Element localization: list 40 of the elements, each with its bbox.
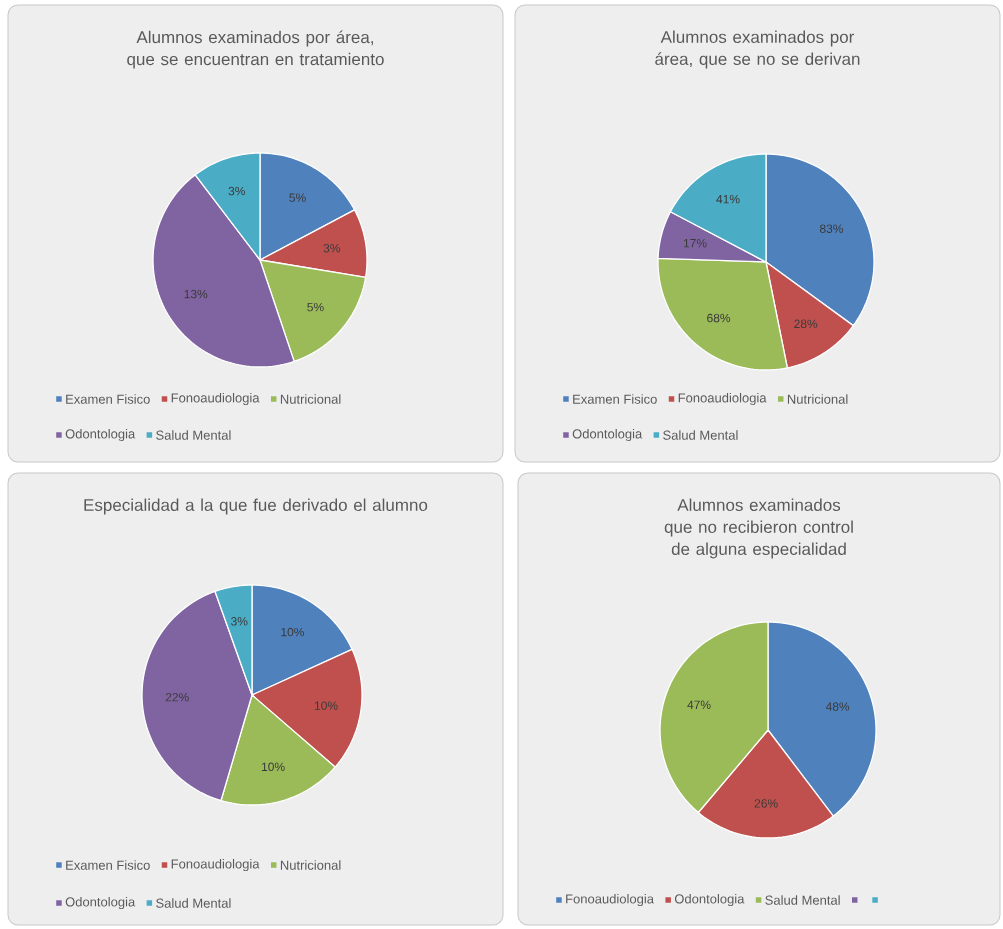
legend-label: Salud Mental <box>663 430 738 440</box>
data-label: 68% <box>707 313 731 323</box>
data-label: 5% <box>289 193 306 202</box>
legend-label: Examen Fisico <box>573 394 657 404</box>
legend-label: Examen Fisico <box>66 860 150 870</box>
data-label: 3% <box>231 617 248 626</box>
data-label: 83% <box>819 224 844 233</box>
legend-label: Nutricional <box>787 394 848 404</box>
legend-label: Fonoaudiologia <box>678 392 767 406</box>
data-label: 17% <box>683 239 707 248</box>
legend-label: Fonoaudiologia <box>171 858 260 872</box>
legend-label: Odontologia <box>674 893 745 907</box>
legend-label: Nutricional <box>280 394 341 404</box>
data-label: 10% <box>281 627 305 637</box>
legend-label: Fonoaudiologia <box>566 893 654 907</box>
legend-label: Odontologia <box>65 428 136 442</box>
data-label: 5% <box>307 302 324 312</box>
legend-label: Odontologia <box>65 896 136 910</box>
data-label: 13% <box>184 289 208 299</box>
data-label: 22% <box>165 692 189 702</box>
legend-label: Fonoaudiologia <box>171 392 260 406</box>
legend-label: Salud Mental <box>156 430 231 440</box>
data-label: 26% <box>754 799 778 808</box>
data-label: 48% <box>825 702 850 711</box>
chart-title: Especialidad a la que fue derivado el alumno <box>84 498 428 515</box>
data-label: 3% <box>228 186 246 196</box>
data-label: 41% <box>716 194 740 204</box>
chart-title: Alumnos examinados por área, que se encuentran en tratamiento <box>127 30 384 69</box>
data-label: 10% <box>314 701 338 710</box>
legend-label: Salud Mental <box>156 898 231 908</box>
chart-title: Alumnos examinados por área, que se no se derivan <box>655 30 860 69</box>
data-label: 3% <box>323 243 341 253</box>
legend-label: Examen Fisico <box>66 394 150 404</box>
data-label: 28% <box>794 319 818 329</box>
data-label: 47% <box>687 700 711 709</box>
legend-label: Nutricional <box>280 860 341 870</box>
legend-label: Odontologia <box>572 428 643 442</box>
data-label: 10% <box>261 762 285 772</box>
legend-label: Salud Mental <box>765 895 840 905</box>
chart-title: Alumnos examinados que no recibieron control de alguna especialidad <box>664 498 853 559</box>
